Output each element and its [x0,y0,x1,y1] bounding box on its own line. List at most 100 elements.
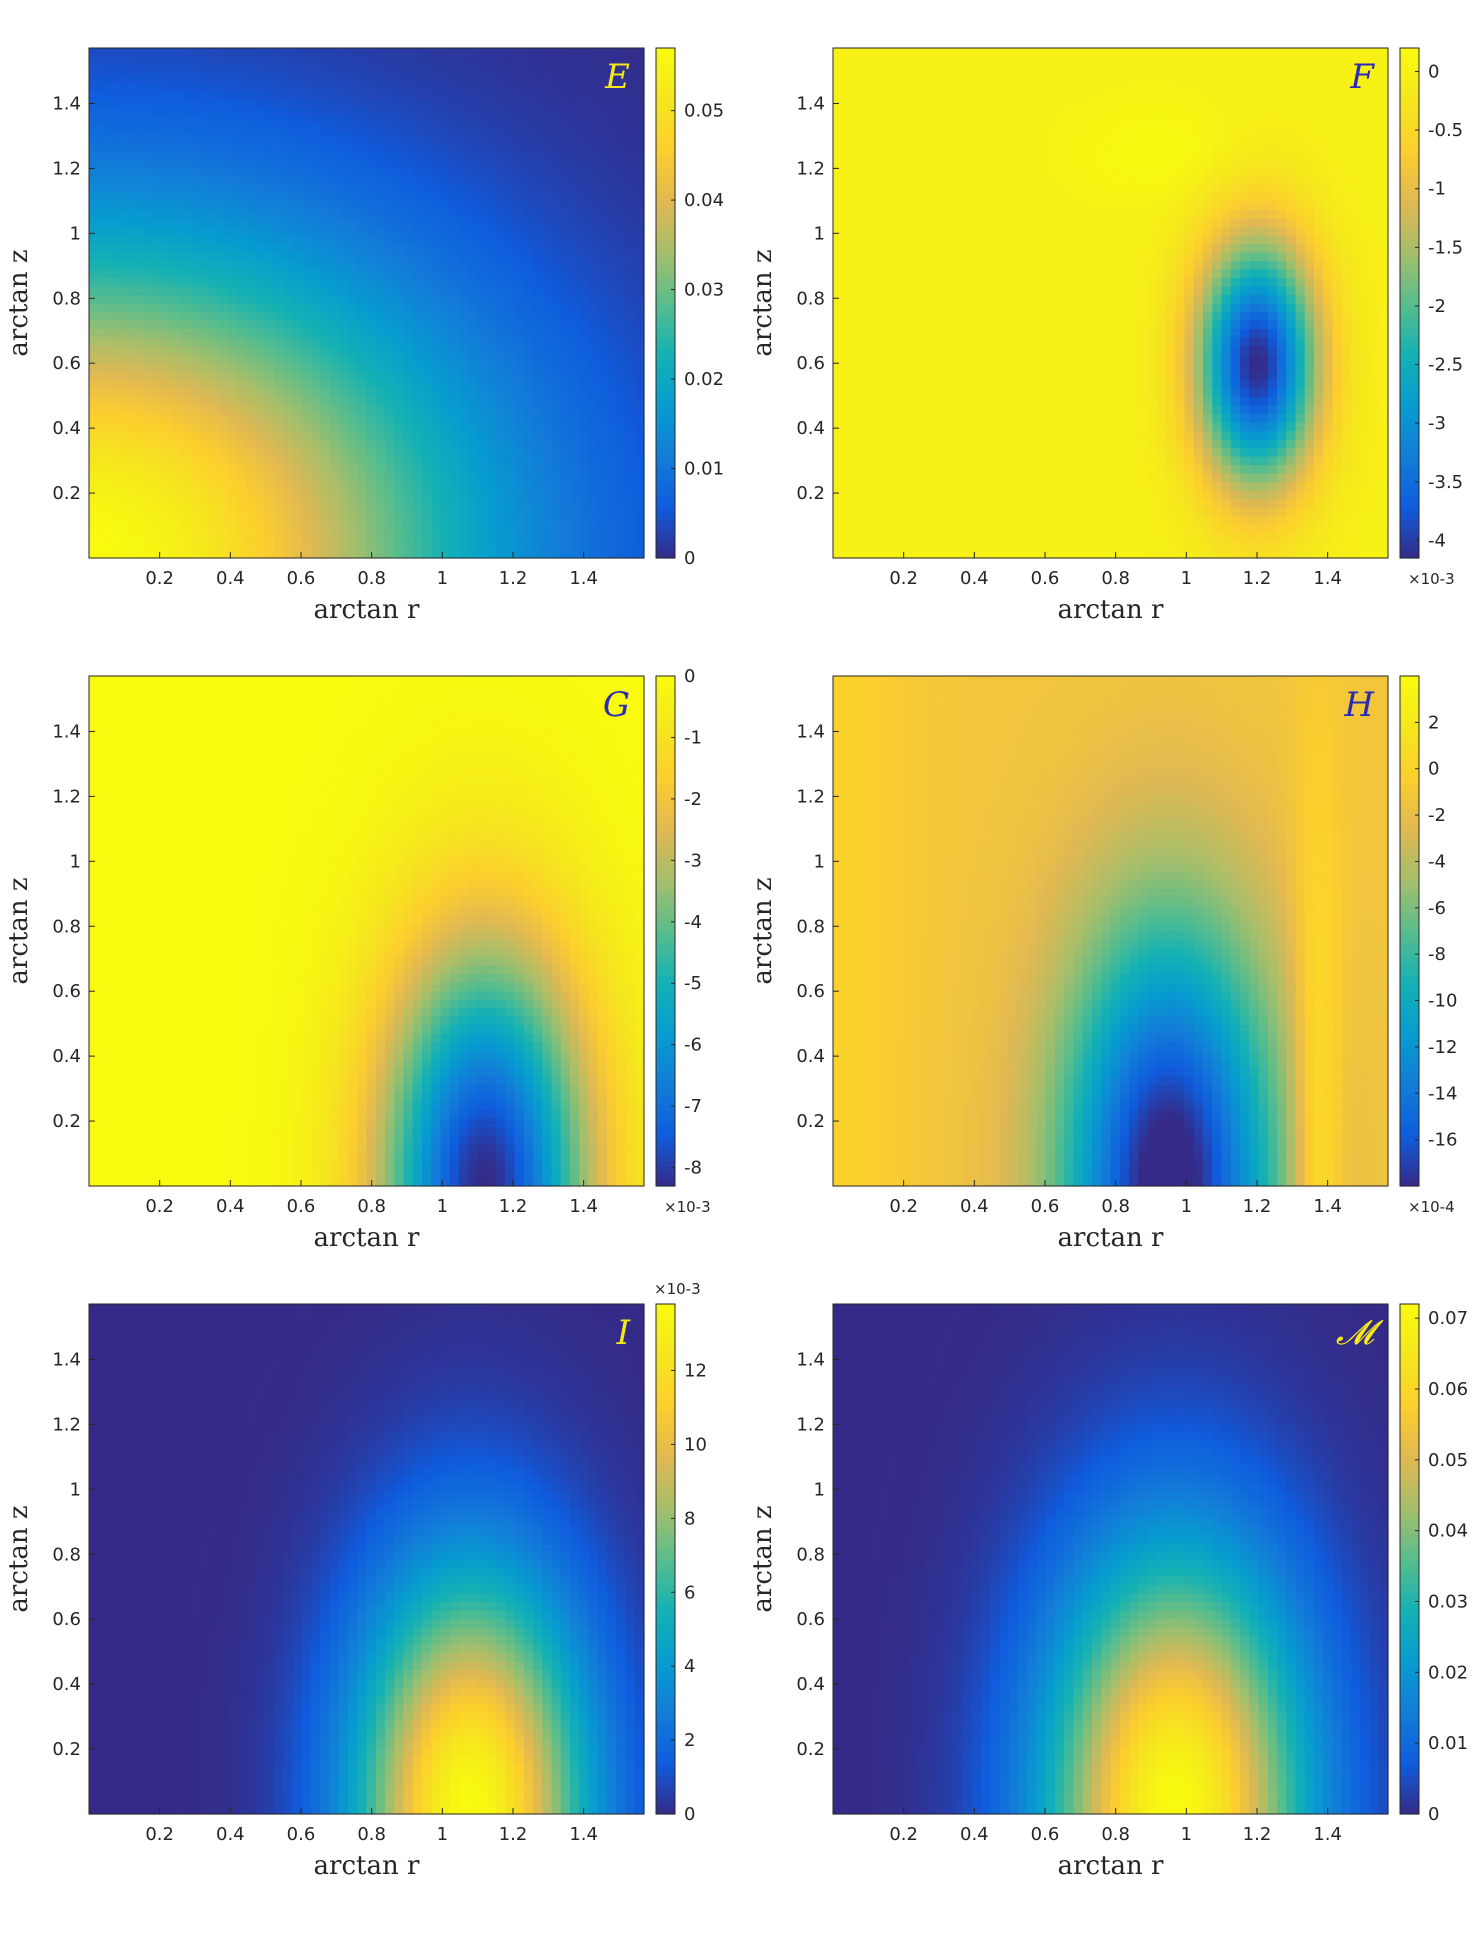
heatmap-cell [330,371,340,380]
heatmap-cell [861,167,871,176]
heatmap-cell [898,550,908,559]
heatmap-cell [431,414,441,423]
heatmap-cell [505,57,515,66]
heatmap-cell [367,244,377,253]
heatmap-cell [879,108,889,117]
heatmap-cell [561,133,571,142]
heatmap-cell [339,184,349,193]
heatmap-cell [861,261,871,270]
heatmap-cell [237,286,247,295]
heatmap-cell [833,176,843,185]
heatmap-cell [339,346,349,355]
heatmap-cell [357,473,367,482]
heatmap-cell [496,337,506,346]
heatmap-cell [89,380,99,389]
heatmap-cell [972,218,982,227]
heatmap-cell [135,125,145,134]
heatmap-cell [907,482,917,491]
heatmap-cell [607,261,617,270]
heatmap-cell [394,116,404,125]
heatmap-cell [1009,167,1019,176]
heatmap-cell [570,74,580,83]
heatmap-cell [145,320,155,329]
heatmap-cell [394,235,404,244]
heatmap-cell [441,150,451,159]
heatmap-cell [431,312,441,321]
heatmap-cell [926,431,936,440]
heatmap-cell [607,499,617,508]
heatmap-cell [981,388,991,397]
heatmap-cell [926,116,936,125]
heatmap-cell [1027,499,1037,508]
heatmap-cell [154,448,164,457]
heatmap-cell [944,235,954,244]
heatmap-cell [552,346,562,355]
heatmap-cell [302,320,312,329]
heatmap-cell [870,490,880,499]
heatmap-cell [468,465,478,474]
heatmap-cell [293,159,303,168]
heatmap-cell [561,507,571,516]
heatmap-cell [459,57,469,66]
heatmap-cell [616,278,626,287]
heatmap-cell [126,184,136,193]
heatmap-cell [561,261,571,270]
heatmap-cell [1018,91,1028,100]
heatmap-cell [870,371,880,380]
heatmap-cell [339,473,349,482]
heatmap-cell [963,490,973,499]
heatmap-cell [441,533,451,542]
heatmap-cell [191,295,201,304]
heatmap-cell [274,397,284,406]
heatmap-cell [524,65,534,74]
heatmap-cell [431,125,441,134]
heatmap-cell [598,201,608,210]
heatmap-cell [154,371,164,380]
heatmap-cell [589,303,599,312]
heatmap-cell [926,405,936,414]
heatmap-cell [209,252,219,261]
heatmap-cell [598,99,608,108]
heatmap-cell [907,167,917,176]
heatmap-cell [626,184,636,193]
heatmap-cell [302,380,312,389]
heatmap-cell [1018,295,1028,304]
heatmap-cell [219,363,229,372]
heatmap-cell [191,422,201,431]
heatmap-cell [552,405,562,414]
heatmap-cell [163,337,173,346]
heatmap-cell [200,405,210,414]
heatmap-cell [404,448,414,457]
heatmap-cell [561,167,571,176]
heatmap-cell [265,227,275,236]
heatmap-cell [889,99,899,108]
heatmap-cell [172,193,182,202]
colorbar-segment [656,469,675,476]
heatmap-cell [953,346,963,355]
heatmap-cell [870,405,880,414]
heatmap-cell [990,150,1000,159]
heatmap-cell [626,533,636,542]
heatmap-cell [117,235,127,244]
heatmap-cell [935,150,945,159]
heatmap-cell [842,150,852,159]
heatmap-cell [209,201,219,210]
heatmap-cell [607,235,617,244]
heatmap-cell [907,108,917,117]
heatmap-cell [274,116,284,125]
heatmap-cell [145,48,155,57]
heatmap-cell [385,303,395,312]
heatmap-cell [561,91,571,100]
heatmap-cell [404,269,414,278]
heatmap-cell [265,261,275,270]
heatmap-cell [1018,235,1028,244]
heatmap-cell [274,482,284,491]
heatmap-cell [459,82,469,91]
heatmap-cell [496,65,506,74]
colorbar-segment [656,74,675,81]
heatmap-cell [376,337,386,346]
heatmap-cell [413,99,423,108]
heatmap-cell [990,516,1000,525]
heatmap-cell [172,320,182,329]
heatmap-cell [219,456,229,465]
